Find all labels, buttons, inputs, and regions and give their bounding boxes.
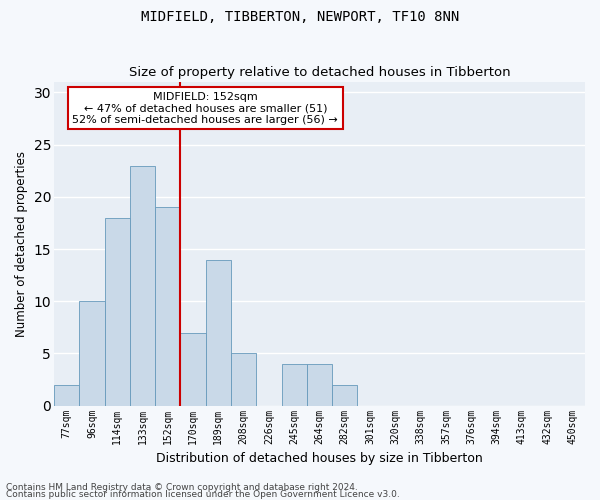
Bar <box>79 302 104 406</box>
X-axis label: Distribution of detached houses by size in Tibberton: Distribution of detached houses by size … <box>156 452 483 465</box>
Bar <box>281 364 307 406</box>
Text: MIDFIELD: 152sqm
← 47% of detached houses are smaller (51)
52% of semi-detached : MIDFIELD: 152sqm ← 47% of detached house… <box>73 92 338 125</box>
Bar <box>104 218 130 406</box>
Bar <box>206 260 231 406</box>
Bar <box>54 385 79 406</box>
Text: MIDFIELD, TIBBERTON, NEWPORT, TF10 8NN: MIDFIELD, TIBBERTON, NEWPORT, TF10 8NN <box>141 10 459 24</box>
Y-axis label: Number of detached properties: Number of detached properties <box>15 151 28 337</box>
Text: Contains HM Land Registry data © Crown copyright and database right 2024.: Contains HM Land Registry data © Crown c… <box>6 484 358 492</box>
Bar <box>332 385 358 406</box>
Bar <box>130 166 155 406</box>
Bar <box>307 364 332 406</box>
Bar <box>155 208 181 406</box>
Title: Size of property relative to detached houses in Tibberton: Size of property relative to detached ho… <box>128 66 510 80</box>
Bar <box>231 354 256 406</box>
Bar <box>181 332 206 406</box>
Text: Contains public sector information licensed under the Open Government Licence v3: Contains public sector information licen… <box>6 490 400 499</box>
